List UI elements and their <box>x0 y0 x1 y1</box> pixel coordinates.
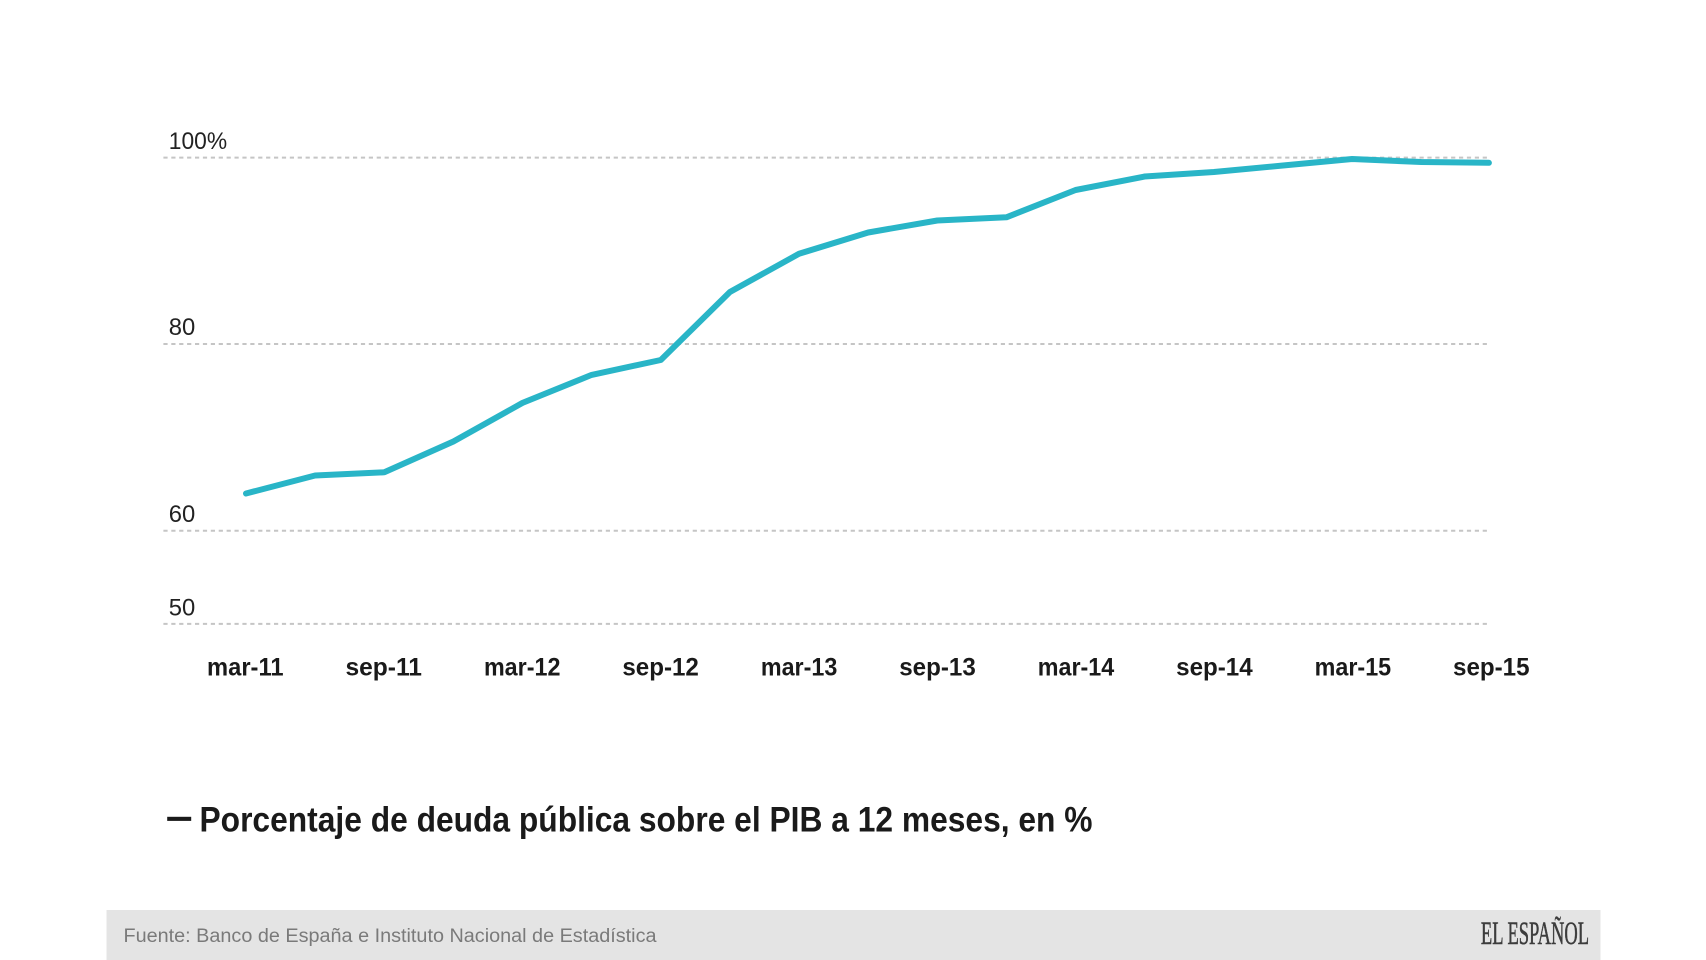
svg-text:sep-13: sep-13 <box>899 654 976 682</box>
svg-text:EL ESPAÑOL: EL ESPAÑOL <box>1481 914 1589 951</box>
svg-text:mar-13: mar-13 <box>761 654 838 682</box>
svg-text:100%: 100% <box>169 128 227 155</box>
svg-text:Fuente: Banco de España e Inst: Fuente: Banco de España e Instituto Naci… <box>124 926 657 947</box>
svg-text:mar-14: mar-14 <box>1038 654 1115 682</box>
svg-text:sep-12: sep-12 <box>622 654 699 682</box>
svg-text:50: 50 <box>169 594 196 621</box>
svg-text:mar-11: mar-11 <box>207 654 284 682</box>
svg-text:mar-15: mar-15 <box>1315 654 1392 682</box>
svg-text:80: 80 <box>169 314 196 341</box>
svg-text:sep-14: sep-14 <box>1176 654 1253 682</box>
svg-text:sep-15: sep-15 <box>1453 654 1530 682</box>
svg-text:Porcentaje de deuda pública so: Porcentaje de deuda pública sobre el PIB… <box>200 801 1093 840</box>
svg-text:mar-12: mar-12 <box>484 654 561 682</box>
svg-text:60: 60 <box>169 501 196 528</box>
svg-text:sep-11: sep-11 <box>345 654 422 682</box>
